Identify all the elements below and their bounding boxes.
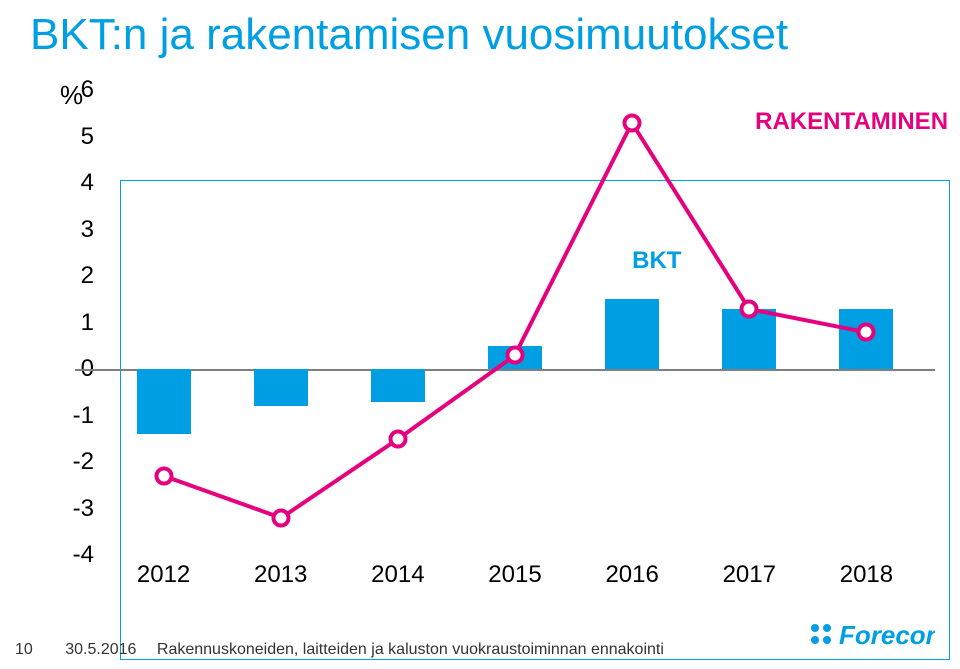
y-tick: -3 (73, 495, 94, 523)
x-tick: 2018 (840, 561, 893, 589)
line-segment (163, 474, 281, 520)
x-tick: 2015 (488, 561, 541, 589)
zero-line (75, 369, 935, 371)
y-tick: 5 (81, 123, 94, 151)
line-marker (154, 466, 173, 485)
x-tick: 2013 (254, 561, 307, 589)
y-tick: 1 (81, 309, 94, 337)
legend-bkt: BKT (632, 247, 681, 275)
line-marker (740, 299, 759, 318)
footer: 10 30.5.2016 Rakennuskoneiden, laitteide… (15, 641, 664, 659)
logo: Forecon (805, 614, 935, 659)
line-marker (623, 113, 642, 132)
line-marker (506, 346, 525, 365)
y-tick: -2 (73, 448, 94, 476)
bar (371, 369, 425, 402)
line-marker (271, 508, 290, 527)
y-tick: 3 (81, 216, 94, 244)
page-title: BKT:n ja rakentamisen vuosimuutokset (0, 0, 960, 60)
line-marker (857, 322, 876, 341)
legend-rakentaminen: RAKENTAMINEN (755, 108, 948, 136)
bar (137, 369, 191, 434)
y-tick: -1 (73, 402, 94, 430)
line-segment (280, 437, 399, 519)
x-tick: 2014 (371, 561, 424, 589)
chart: % -4-3-2-10123456 BKTRAKENTAMINEN 201220… (30, 80, 930, 600)
logo-text: Forecon (839, 620, 935, 650)
footer-caption: Rakennuskoneiden, laitteiden ja kaluston… (157, 641, 664, 658)
x-tick: 2012 (137, 561, 190, 589)
x-tick: 2017 (723, 561, 776, 589)
y-tick: 2 (81, 262, 94, 290)
page-number: 10 (15, 641, 33, 658)
y-tick: 6 (81, 76, 94, 104)
y-axis: -4-3-2-10123456 (60, 90, 100, 555)
bar (254, 369, 308, 406)
footer-date: 30.5.2016 (65, 641, 136, 658)
bar (605, 299, 659, 369)
line-marker (388, 429, 407, 448)
line-segment (630, 121, 751, 309)
y-tick: 4 (81, 169, 94, 197)
y-tick: -4 (73, 541, 94, 569)
plot-area: BKTRAKENTAMINEN (105, 90, 925, 555)
x-tick: 2016 (605, 561, 658, 589)
